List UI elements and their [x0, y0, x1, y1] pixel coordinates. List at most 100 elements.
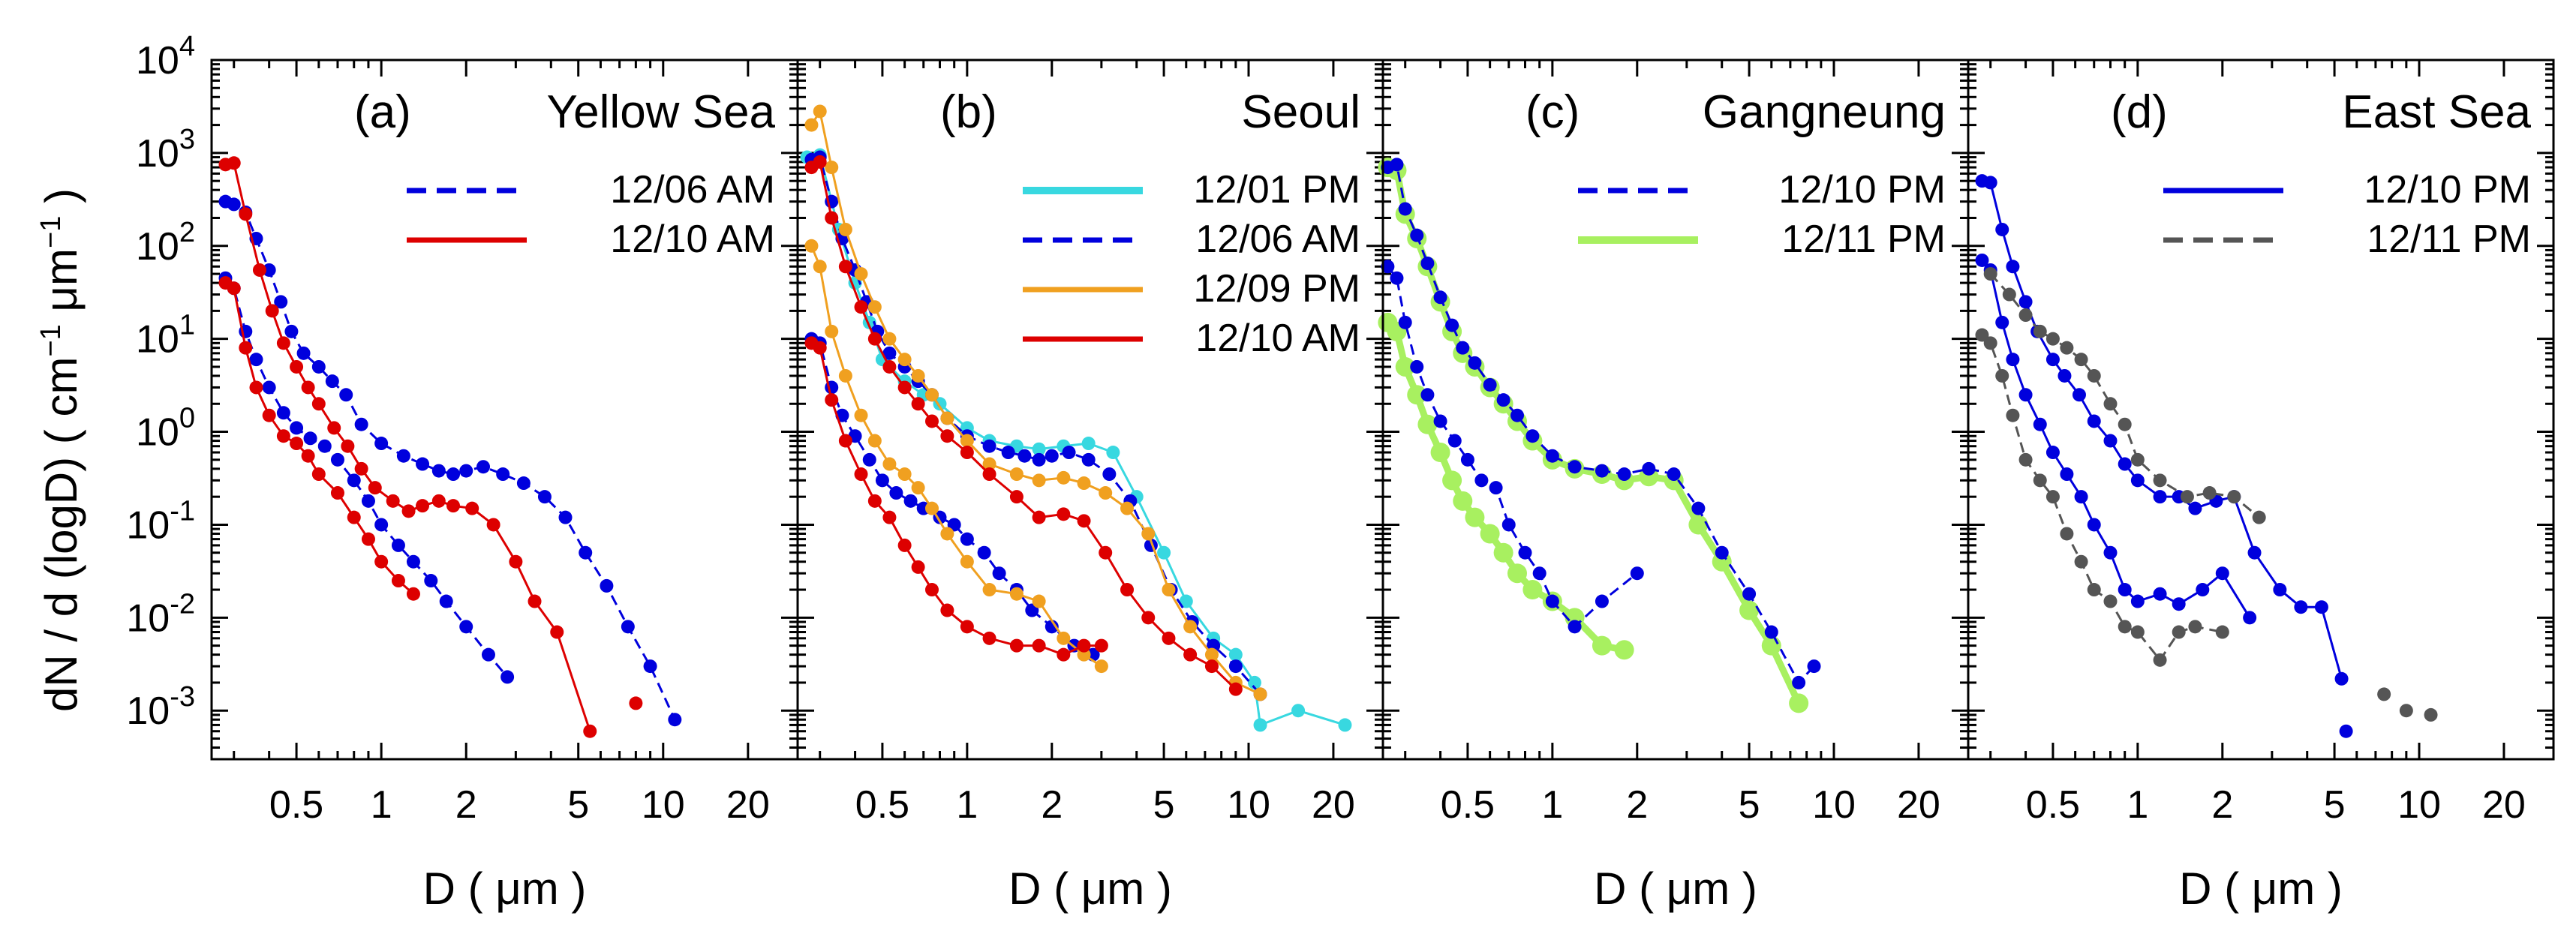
data-point — [1995, 222, 2009, 236]
series-12-10-pm — [2339, 724, 2353, 738]
x-tick-label: 0.5 — [1441, 783, 1495, 827]
data-point — [825, 161, 839, 175]
series-12-11-pm — [2377, 687, 2438, 722]
data-point — [1975, 253, 1989, 267]
data-point — [1430, 443, 1450, 463]
data-point — [481, 647, 495, 662]
data-point — [862, 452, 876, 467]
data-point — [1510, 408, 1524, 422]
legend-label: 12/11 PM — [2367, 218, 2531, 261]
panel-title: Gangneung — [1703, 86, 1946, 138]
data-point — [2006, 260, 2020, 274]
data-point — [1253, 687, 1267, 701]
data-point — [813, 104, 827, 119]
data-point — [804, 118, 819, 132]
data-point — [2045, 353, 2060, 367]
data-point — [1381, 260, 1395, 274]
data-point — [668, 713, 682, 727]
data-point — [239, 207, 253, 221]
data-point — [2130, 452, 2145, 467]
data-point — [2424, 707, 2438, 722]
data-point — [2377, 687, 2391, 701]
data-point — [391, 538, 405, 552]
data-point — [2002, 287, 2016, 302]
data-point — [1630, 566, 1644, 581]
data-point — [1995, 368, 2009, 383]
data-point — [301, 449, 315, 463]
x-tick-label: 5 — [2324, 783, 2346, 827]
series-12-06-am — [218, 194, 682, 727]
data-point — [977, 545, 991, 560]
data-point — [1032, 510, 1046, 524]
series-12-10-am — [804, 155, 1243, 696]
data-point — [600, 578, 614, 593]
data-point — [867, 300, 882, 314]
y-tick-label: 100 — [136, 403, 195, 455]
data-point — [296, 346, 311, 360]
data-point — [2103, 545, 2118, 560]
data-point — [2172, 597, 2186, 611]
legend-label: 12/10 PM — [2364, 168, 2531, 212]
data-point — [2045, 446, 2060, 460]
data-point — [1162, 583, 1176, 597]
x-tick-label: 2 — [2211, 783, 2233, 827]
data-point — [276, 429, 290, 443]
data-point — [867, 434, 882, 448]
data-point — [558, 510, 573, 524]
series-line — [1989, 273, 2260, 518]
data-point — [621, 620, 635, 634]
data-point — [1688, 515, 1709, 535]
data-point — [368, 481, 382, 495]
x-tick-label: 10 — [1227, 783, 1270, 827]
data-point — [1057, 470, 1071, 485]
data-point — [1102, 467, 1117, 482]
data-point — [1489, 481, 1503, 495]
data-point — [2118, 457, 2132, 471]
data-point — [924, 583, 939, 597]
data-point — [284, 324, 299, 338]
data-point — [330, 486, 344, 500]
data-point — [2243, 611, 2257, 625]
data-point — [875, 473, 889, 488]
series-12-10-am — [218, 156, 597, 738]
data-point — [537, 490, 552, 504]
data-point — [2018, 452, 2033, 467]
x-tick-label: 2 — [1041, 783, 1063, 827]
data-point — [311, 397, 326, 411]
data-point — [2087, 583, 2101, 597]
data-point — [330, 452, 344, 467]
data-point — [1009, 490, 1023, 504]
data-point — [882, 346, 897, 360]
x-tick-label: 20 — [726, 783, 770, 827]
x-tick-label: 20 — [1897, 783, 1940, 827]
data-point — [1247, 675, 1261, 689]
data-point — [1395, 356, 1415, 377]
data-point — [465, 501, 479, 515]
data-point — [2018, 388, 2033, 402]
data-point — [2087, 518, 2101, 532]
data-point — [1077, 476, 1091, 491]
data-point — [1525, 429, 1540, 443]
data-point — [406, 587, 420, 601]
data-point — [2172, 625, 2186, 639]
y-tick-label: 104 — [136, 31, 195, 83]
data-point — [2153, 490, 2167, 504]
panel-2: 0.5 1 2 5 10 20 D ( μm ) (b) Seoul 12/01 PM 12/06 … — [796, 59, 1384, 914]
series-12-10-am — [629, 696, 643, 710]
data-point — [813, 155, 827, 169]
data-point — [2006, 408, 2020, 422]
series-12-10-pm — [1381, 158, 1821, 689]
data-point — [579, 545, 593, 560]
data-point — [1291, 704, 1306, 718]
data-point — [867, 332, 882, 346]
panel-label: (a) — [354, 86, 411, 138]
data-point — [897, 380, 912, 395]
data-point — [354, 417, 368, 431]
data-point — [1792, 675, 1806, 689]
data-point — [1545, 594, 1559, 608]
data-point — [509, 554, 523, 569]
data-point — [262, 263, 276, 277]
data-point — [982, 467, 996, 482]
data-point — [1789, 693, 1809, 713]
data-point — [361, 494, 375, 508]
